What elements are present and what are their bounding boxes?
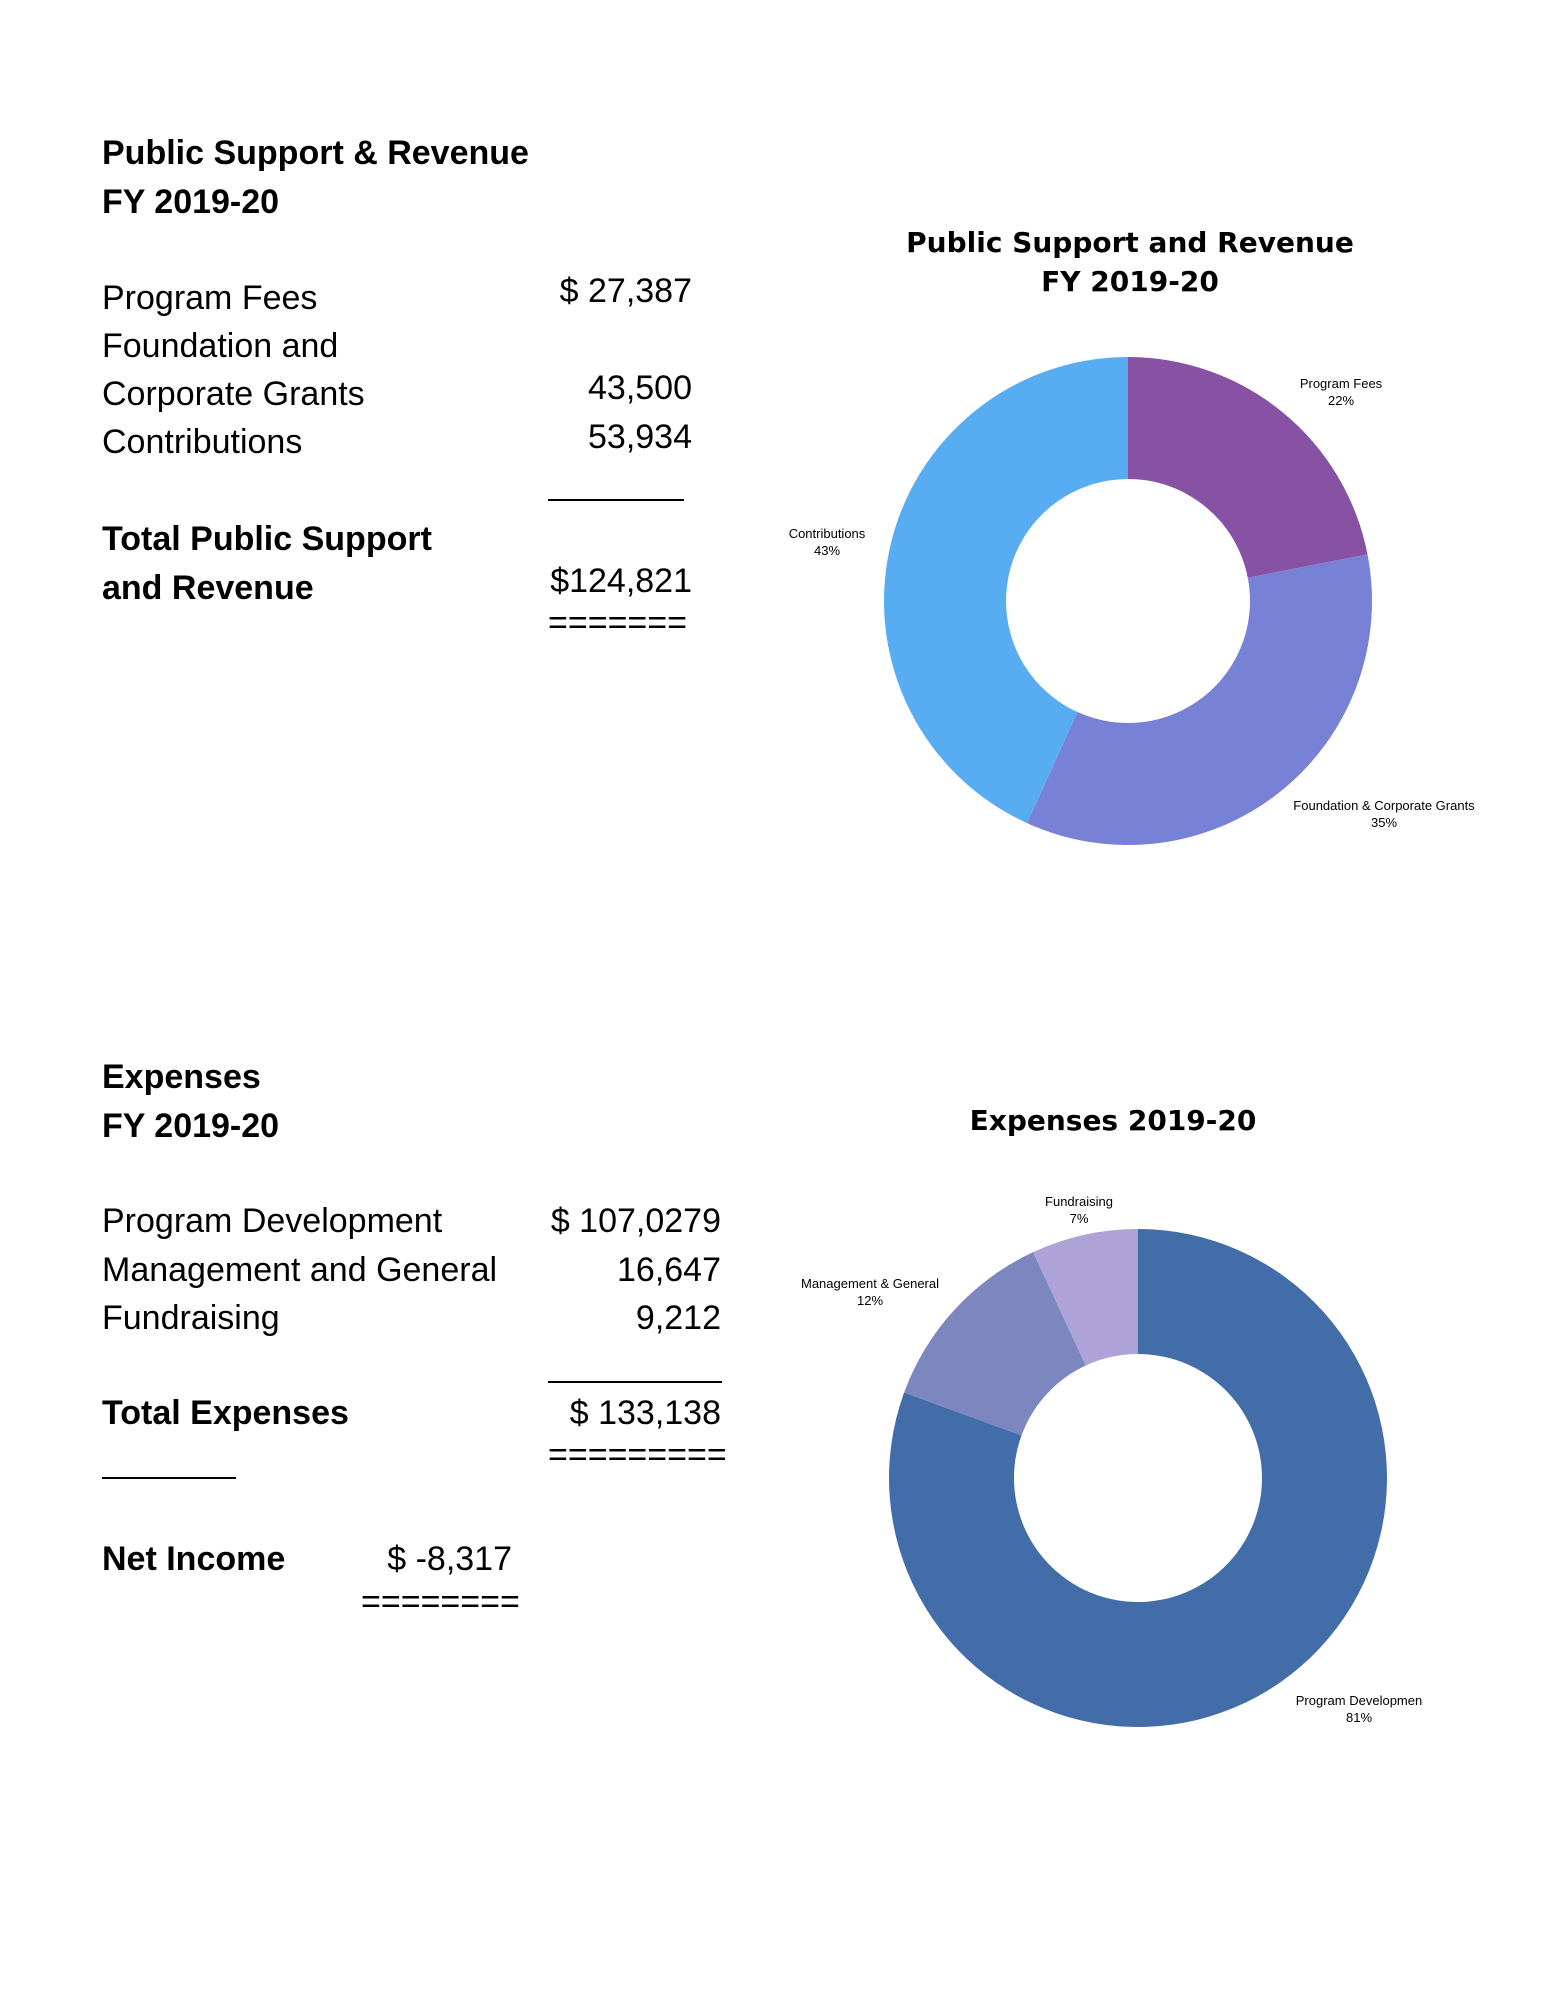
revenue-label-program-fees: Program Fees — [102, 279, 318, 317]
expenses-label-program-development: Program Development — [102, 1202, 443, 1240]
expenses-section-rule — [102, 1477, 236, 1479]
expenses-slice-percent-fundraising: 7% — [1070, 1211, 1089, 1226]
net-income-value: $ -8,317 — [387, 1540, 512, 1578]
net-income-double-rule: ======== — [361, 1583, 520, 1621]
expenses-total-value: $ 133,138 — [569, 1394, 721, 1432]
net-income-label: Net Income — [102, 1540, 286, 1578]
revenue-value-contributions: 53,934 — [588, 418, 692, 456]
revenue-donut-chart: Public Support and Revenue FY 2019-20 Pr… — [789, 226, 1475, 845]
expenses-total-label: Total Expenses — [102, 1394, 349, 1432]
expenses-slice-program-development — [888, 1229, 1387, 1727]
expenses-heading-line1: Expenses — [102, 1058, 261, 1096]
expenses-total-double-rule: ========= — [548, 1436, 727, 1474]
revenue-total-label-line2: and Revenue — [102, 569, 314, 607]
revenue-slice-label-program-fees: Program Fees — [1300, 376, 1383, 391]
revenue-slice-percent-program-fees: 22% — [1328, 393, 1354, 408]
revenue-label-grants-line1: Foundation and — [102, 327, 339, 365]
revenue-slice-label-contributions: Contributions — [789, 526, 866, 541]
revenue-heading-line1: Public Support & Revenue — [102, 134, 529, 172]
expenses-slice-label-management: Management & General — [801, 1276, 939, 1291]
revenue-label-grants-line2: Corporate Grants — [102, 375, 365, 413]
expenses-donut-chart: Expenses 2019-20 Program Developmen 81% … — [801, 1104, 1422, 1727]
expenses-slice-label-program-development: Program Developmen — [1296, 1693, 1422, 1708]
expenses-label-fundraising: Fundraising — [102, 1299, 280, 1337]
expenses-chart-title: Expenses 2019-20 — [970, 1104, 1257, 1137]
revenue-value-grants: 43,500 — [588, 369, 692, 407]
expenses-slice-percent-program-development: 81% — [1346, 1710, 1372, 1725]
revenue-total-label-line1: Total Public Support — [102, 520, 432, 558]
revenue-chart-title-line1: Public Support and Revenue — [906, 226, 1354, 259]
revenue-chart-title-line2: FY 2019-20 — [1041, 265, 1219, 298]
expenses-heading-line2: FY 2019-20 — [102, 1107, 280, 1145]
revenue-label-contributions: Contributions — [102, 423, 303, 461]
revenue-value-program-fees: $ 27,387 — [559, 272, 692, 310]
expenses-slice-fundraising — [1033, 1229, 1138, 1366]
revenue-heading-line2: FY 2019-20 — [102, 183, 280, 221]
revenue-slice-label-grants: Foundation & Corporate Grants — [1293, 798, 1475, 813]
revenue-slice-grants — [1027, 554, 1372, 845]
expenses-value-fundraising: 9,212 — [635, 1299, 721, 1337]
revenue-subtotal-rule — [548, 499, 684, 501]
revenue-slice-percent-grants: 35% — [1371, 815, 1397, 830]
revenue-slice-percent-contributions: 43% — [814, 543, 840, 558]
expenses-slice-management — [904, 1252, 1086, 1436]
revenue-total-value: $124,821 — [550, 562, 692, 600]
revenue-total-double-rule: ======= — [548, 604, 687, 642]
expenses-label-management: Management and General — [102, 1251, 498, 1289]
revenue-slice-program-fees — [1128, 357, 1368, 578]
expenses-value-program-development: $ 107,0279 — [550, 1202, 721, 1240]
expenses-slice-label-fundraising: Fundraising — [1045, 1194, 1113, 1209]
revenue-slice-contributions — [884, 357, 1128, 824]
expenses-value-management: 16,647 — [617, 1251, 721, 1289]
expenses-slice-percent-management: 12% — [857, 1293, 883, 1308]
expenses-subtotal-rule — [548, 1381, 722, 1383]
